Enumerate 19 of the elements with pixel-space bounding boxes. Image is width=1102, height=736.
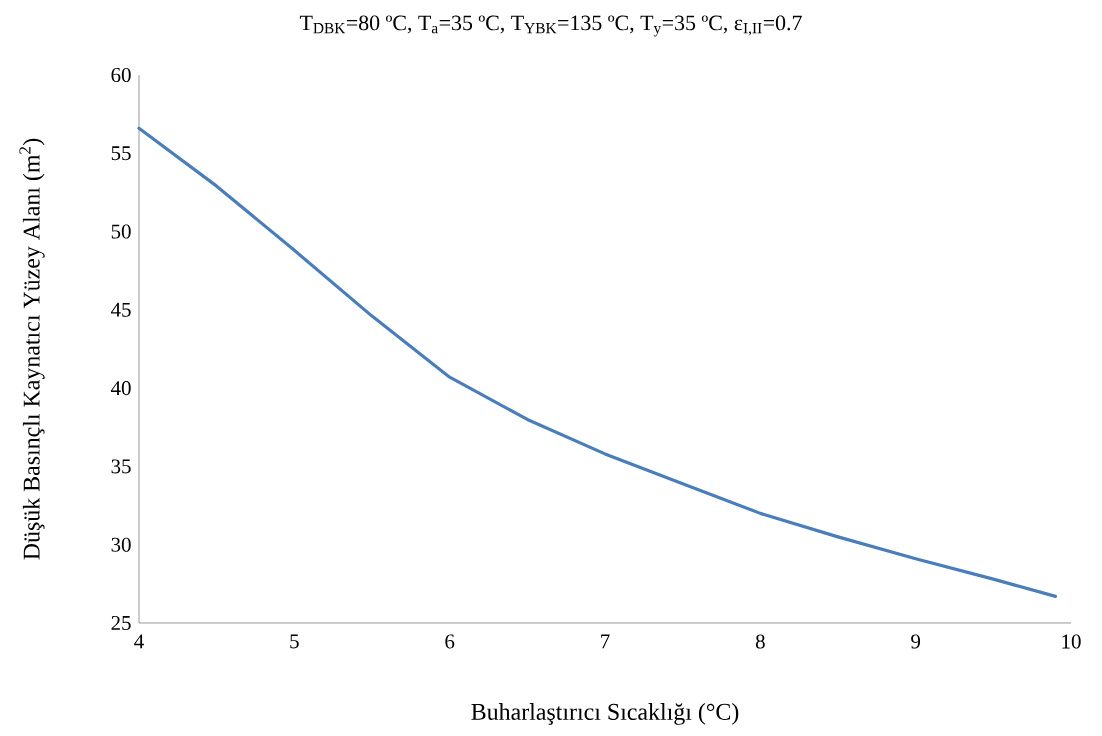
y-axis-title: Düşük Basınçlı Kaynatıcı Yüzey Alanı (m$^{2}$) — [19, 138, 45, 560]
y-tick-label: 40 — [110, 381, 131, 396]
y-tick-label: 35 — [111, 459, 131, 474]
x-tick-label: 7 — [601, 634, 610, 649]
y-tick-label: 60 — [111, 67, 131, 83]
x-tick-label: 10 — [1062, 634, 1081, 649]
y-tick-label: 50 — [111, 224, 131, 239]
y-tick-label: 30 — [111, 537, 131, 552]
x-tick-label: 8 — [755, 634, 765, 649]
x-tick-label: 4 — [134, 634, 144, 649]
x-axis-title: Buharlaştırıcı Sıcaklığı (°C) — [471, 703, 739, 725]
y-tick-label: 25 — [111, 615, 131, 631]
x-tick-label: 5 — [290, 634, 299, 649]
x-tick-label: 9 — [911, 634, 921, 649]
y-tick-label: 55 — [111, 146, 131, 161]
chart-title: T$_{DBK}$=80 ºC, T$_{a}$=35 ºC, T$_{YBK}$=135 ºC, T$_{y}$=35 ºC, ε$_{I,II}$=0.7 — [299, 15, 802, 37]
line-series — [137, 126, 1058, 598]
x-tick-label: 6 — [445, 634, 455, 649]
y-tick-label: 45 — [110, 302, 131, 317]
